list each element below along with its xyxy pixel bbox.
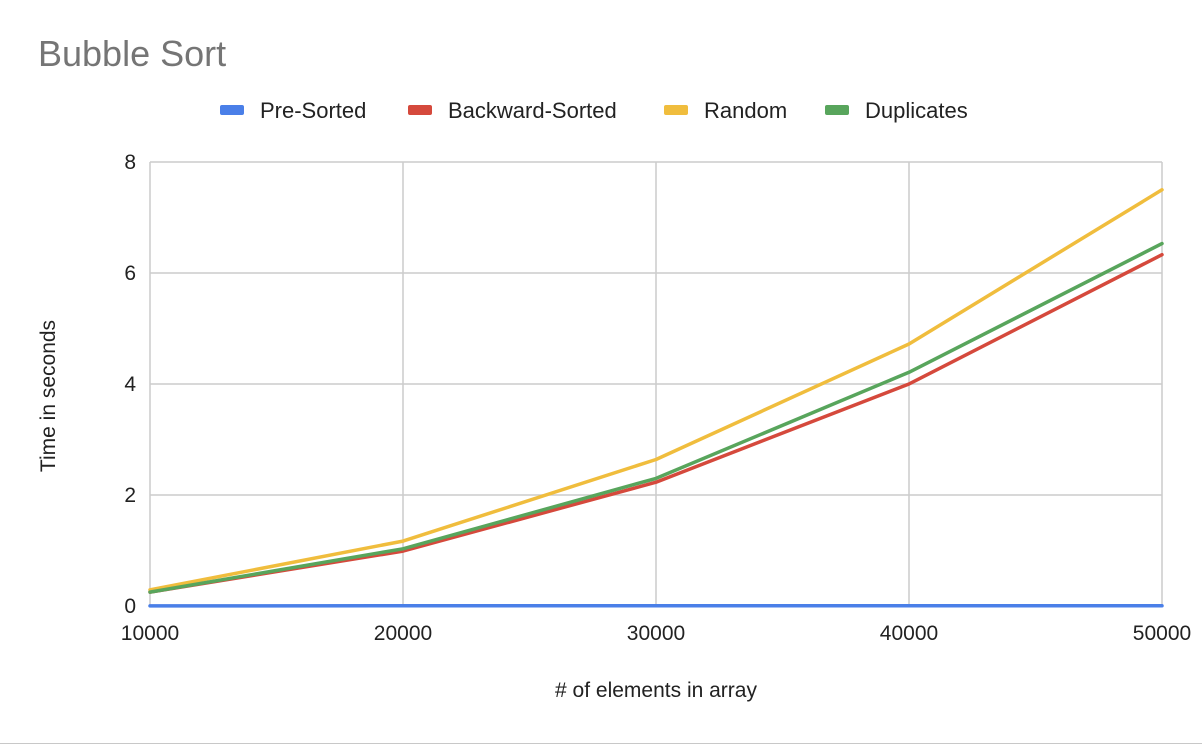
series-line-duplicates [148,241,1164,594]
legend-label: Random [704,98,787,123]
x-tick-label: 10000 [121,622,179,645]
y-tick-label: 0 [124,595,136,618]
y-tick-label: 4 [124,373,136,396]
x-axis-ticks: 10000 20000 30000 40000 50000 [121,622,1191,645]
legend-label: Duplicates [865,98,968,123]
x-axis-title: # of elements in array [555,679,757,702]
y-tick-label: 2 [124,484,136,507]
y-axis-ticks: 0 2 4 6 8 [124,151,136,618]
legend-item-backward-sorted: Backward-Sorted [408,98,617,123]
x-tick-label: 30000 [627,622,685,645]
series-line-random [148,188,1164,592]
legend-item-random: Random [664,98,787,123]
legend-item-duplicates: Duplicates [825,98,968,123]
legend: Pre-Sorted Backward-Sorted Random Duplicate… [220,98,968,123]
series-lines [148,188,1164,608]
legend-swatch [664,105,688,115]
y-tick-label: 8 [124,151,136,174]
legend-label: Backward-Sorted [448,98,617,123]
x-tick-label: 50000 [1133,622,1191,645]
legend-swatch [408,105,432,115]
chart-title: Bubble Sort [38,33,226,74]
legend-swatch [825,105,849,115]
y-tick-label: 6 [124,262,136,285]
legend-swatch [220,105,244,115]
x-tick-label: 20000 [374,622,432,645]
legend-label: Pre-Sorted [260,98,366,123]
y-axis-title: Time in seconds [37,320,60,472]
grid-lines [149,161,1163,607]
legend-item-pre-sorted: Pre-Sorted [220,98,366,123]
x-tick-label: 40000 [880,622,938,645]
